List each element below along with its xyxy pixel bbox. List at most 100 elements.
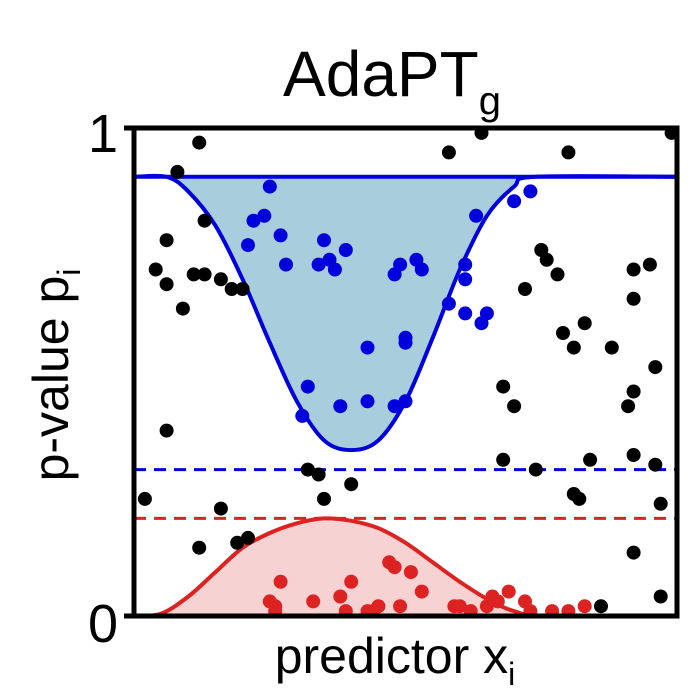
data-point-s2-31 [566,340,581,355]
data-point-s0-1 [257,208,272,223]
rejection-region-area [134,518,677,616]
data-point-s1-22 [360,604,375,616]
x-axis-label-main: predictor x [275,628,508,684]
rejection-region-curve [134,516,677,616]
data-point-s2-33 [604,340,619,355]
data-point-s1-12 [414,584,429,599]
data-point-s1-4 [306,594,321,609]
null-region-curve [134,173,677,453]
data-point-s0-3 [241,238,255,253]
data-point-s0-15 [458,257,473,272]
data-point-s2-8 [213,272,228,287]
data-point-s2-6 [186,267,201,282]
data-point-s2-36 [642,257,657,272]
chart-title-main: AdaPT [283,38,479,110]
data-point-s2-19 [311,467,326,482]
data-point-s2-48 [566,487,581,501]
data-point-s0-29 [387,399,402,414]
data-point-s1-8 [371,599,386,614]
data-point-s1-24 [463,604,478,616]
data-point-s2-52 [648,457,663,472]
data-point-s0-18 [458,306,473,321]
data-point-s1-11 [403,565,418,580]
data-point-s0-16 [458,272,473,287]
data-point-s2-17 [241,530,255,545]
data-point-s2-0 [192,135,207,150]
data-point-s0-32 [333,399,348,414]
data-point-s0-23 [469,208,484,223]
y-axis-label-subscript: i [51,269,87,276]
data-point-s2-11 [159,277,174,292]
data-point-s2-3 [159,233,174,248]
data-point-s0-0 [262,179,277,194]
data-point-s1-3 [268,599,283,614]
data-point-s1-10 [387,560,402,575]
data-point-s2-21 [344,477,359,492]
data-point-s1-18 [501,584,516,599]
data-point-s0-2 [246,213,261,228]
data-point-s2-30 [556,326,570,340]
data-point-s2-34 [626,291,641,306]
data-point-s0-7 [338,243,353,257]
data-point-s0-14 [414,262,429,277]
data-point-s0-30 [398,394,413,409]
data-point-s2-9 [224,282,239,296]
data-point-s0-9 [279,257,293,272]
data-point-s2-1 [170,164,185,179]
data-point-s2-25 [664,128,677,140]
data-point-s0-25 [360,340,375,355]
y-axis-label-main: p-value p [23,276,79,482]
chart-title: AdaPTg [283,38,501,123]
data-point-s0-4 [273,228,288,243]
data-point-s2-18 [300,462,315,477]
data-point-s2-2 [197,213,212,228]
data-point-s0-28 [360,394,375,409]
data-point-s1-26 [561,604,576,616]
data-point-s0-22 [523,184,538,199]
data-point-s2-51 [594,599,608,614]
data-point-s0-13 [387,267,402,282]
data-point-s2-42 [496,452,511,467]
data-point-s2-29 [550,267,565,282]
points-layer [137,128,677,616]
data-point-s2-13 [137,491,152,506]
plot-frame [131,125,680,619]
data-point-s1-23 [393,599,408,614]
data-point-s2-15 [213,501,228,516]
data-point-s0-21 [507,194,522,209]
data-point-s2-45 [583,452,598,467]
chart-title-subscript: g [479,79,501,123]
data-point-s2-12 [159,423,174,438]
data-point-s2-14 [192,540,207,555]
data-point-s0-5 [317,233,331,248]
data-point-s2-16 [230,535,245,550]
data-point-s2-50 [653,589,668,604]
data-point-s1-2 [273,574,288,589]
data-point-s0-20 [474,316,489,331]
data-point-s2-10 [235,282,250,296]
y-tick-label-1: 1 [88,104,118,164]
data-point-s2-35 [626,262,641,277]
data-point-s0-24 [300,379,315,394]
data-point-s2-23 [474,128,489,140]
y-tick-label-0: 0 [88,594,118,654]
data-point-s2-38 [626,384,641,399]
data-point-s1-21 [338,604,353,616]
data-point-s0-10 [311,257,326,272]
data-point-s1-14 [452,599,467,614]
data-point-s0-8 [327,262,342,277]
data-point-s2-46 [626,448,641,462]
data-point-s2-24 [561,145,576,160]
x-axis-label-subscript: i [508,656,515,692]
plot-area [134,128,677,616]
data-point-s1-5 [333,589,348,604]
data-point-s2-39 [621,399,636,414]
data-point-s1-20 [523,604,538,616]
data-point-s0-17 [441,296,456,311]
data-point-s1-27 [577,599,592,614]
data-point-s2-47 [653,496,668,511]
data-point-s2-5 [175,301,190,316]
x-axis-label: predictor xi [275,628,516,692]
data-point-s2-43 [528,462,543,477]
